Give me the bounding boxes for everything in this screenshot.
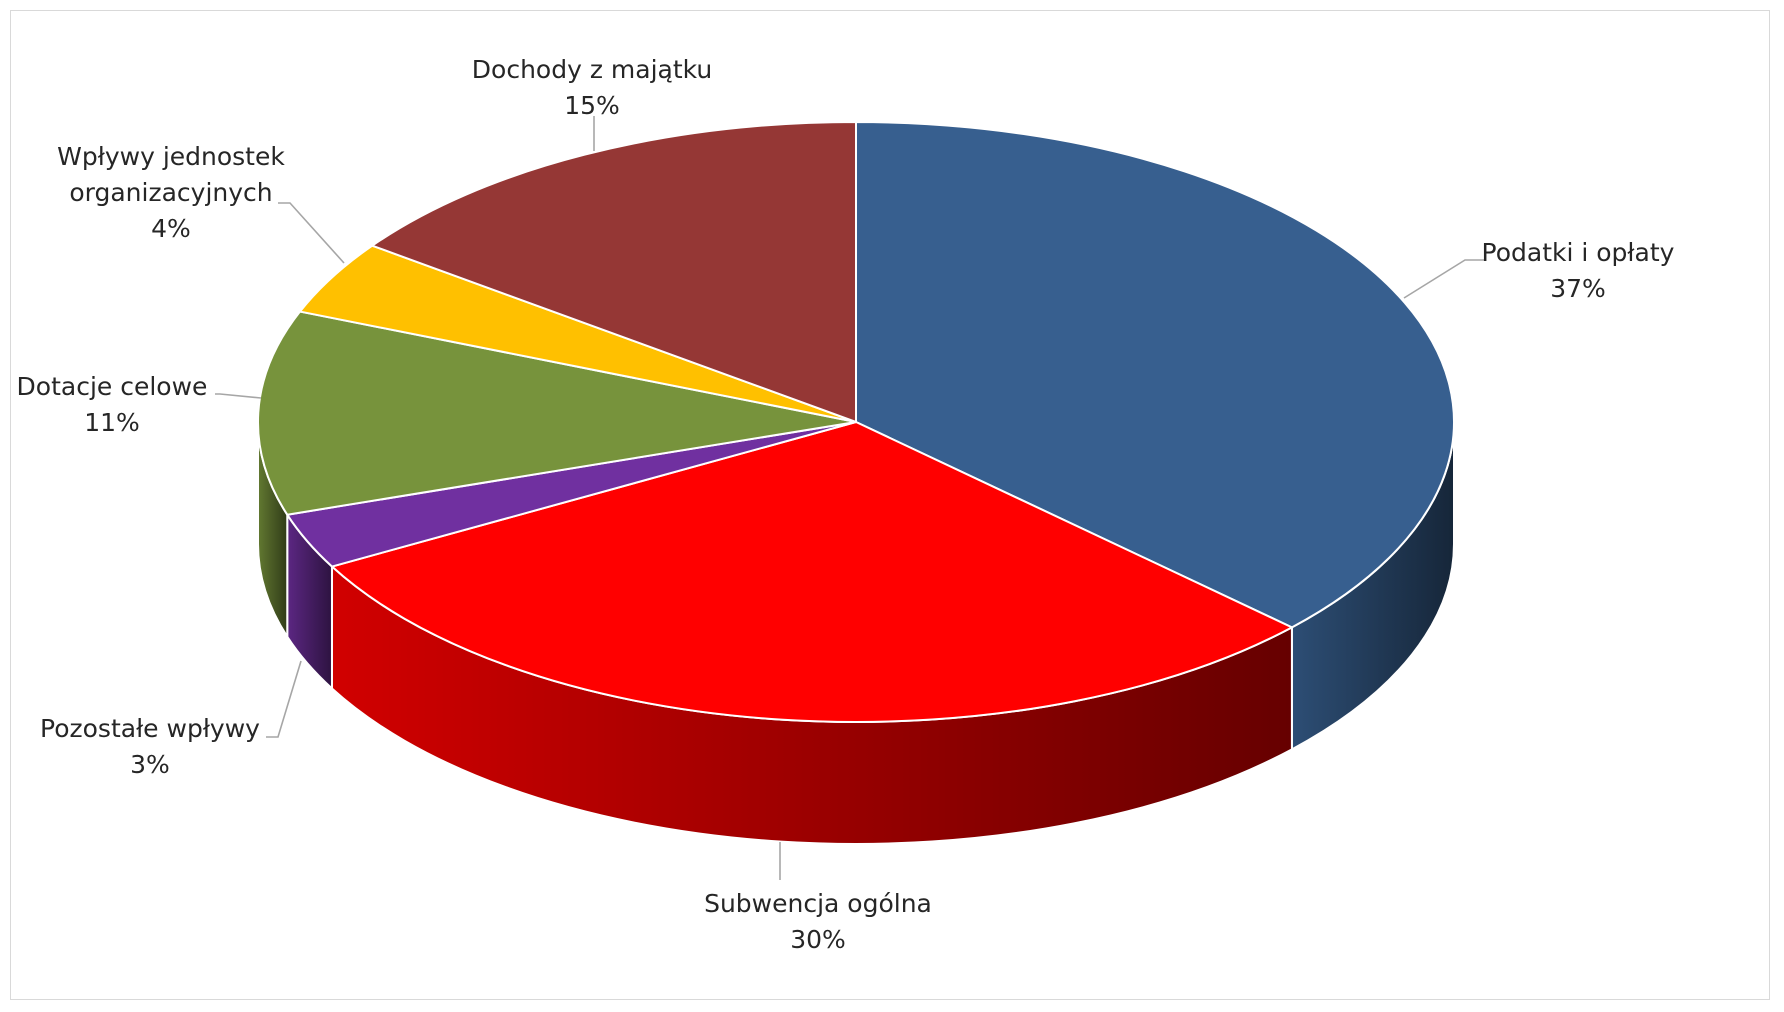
leader-line-2: [266, 660, 302, 738]
data-label-4: Wpływy jednostek organizacyjnych 4%: [57, 142, 285, 243]
data-labels: Podatki i opłaty 37% Subwencja ogólna 30% Po…: [17, 55, 1675, 954]
data-label-5-line-1: 15%: [564, 91, 620, 120]
leader-lines: [215, 116, 1484, 880]
leader-line-3: [215, 393, 262, 399]
pie-tops: [257, 121, 1455, 723]
data-label-3-line-1: 11%: [84, 408, 140, 437]
data-label-0: Podatki i opłaty 37%: [1482, 238, 1675, 303]
data-label-4-line-2: 4%: [151, 214, 191, 243]
data-label-0-line-0: Podatki i opłaty: [1482, 238, 1675, 267]
data-label-4-line-1: organizacyjnych: [69, 178, 272, 207]
data-label-5-line-0: Dochody z majątku: [472, 55, 712, 84]
data-label-2-line-0: Pozostałe wpływy: [40, 714, 260, 743]
pie-slice-1: [330, 421, 1293, 723]
data-label-5: Dochody z majątku 15%: [472, 55, 712, 120]
data-label-3-line-0: Dotacje celowe: [17, 372, 208, 401]
data-label-3: Dotacje celowe 11%: [17, 372, 208, 437]
pie-slice-5: [371, 121, 857, 423]
pie-slice-0: [855, 121, 1455, 629]
data-label-1-line-1: 30%: [790, 925, 846, 954]
data-label-1: Subwencja ogólna 30%: [704, 889, 932, 954]
pie-slice-3: [257, 310, 857, 516]
data-label-1-line-0: Subwencja ogólna: [704, 889, 932, 918]
data-label-2-line-1: 3%: [130, 750, 170, 779]
leader-line-4: [278, 202, 345, 264]
data-label-2: Pozostałe wpływy 3%: [40, 714, 260, 779]
data-label-4-line-0: Wpływy jednostek: [57, 142, 285, 171]
leader-line-0: [1403, 259, 1484, 299]
data-label-0-line-1: 37%: [1550, 274, 1606, 303]
